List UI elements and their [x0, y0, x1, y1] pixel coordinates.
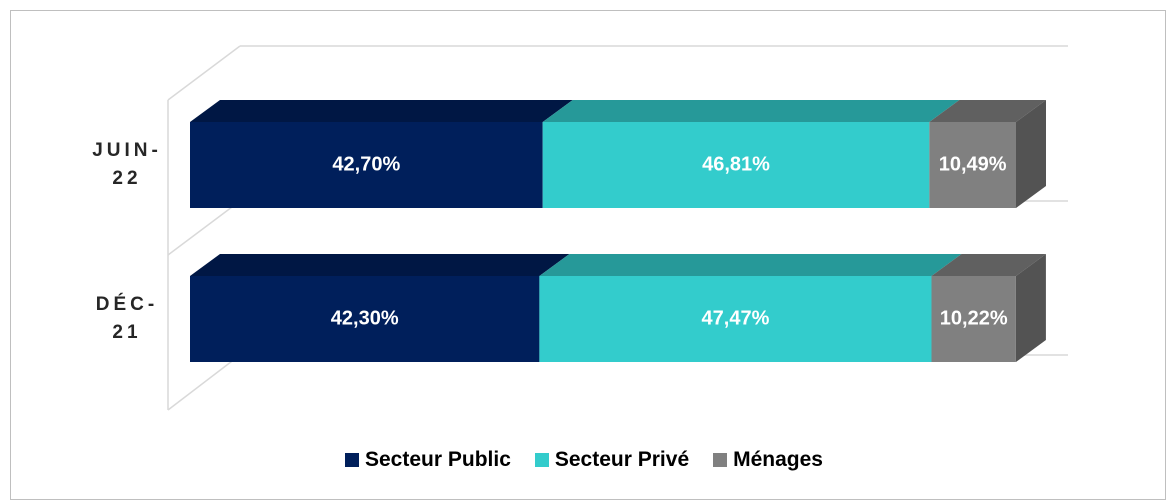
- bar-top: [539, 254, 962, 276]
- bar-top: [931, 254, 1046, 276]
- category-label: JUIN-22: [92, 140, 162, 189]
- bar-side: [1015, 254, 1046, 362]
- legend-item: Secteur Public: [344, 448, 511, 472]
- value-label: 10,22%: [940, 307, 1008, 329]
- value-label: 10,49%: [939, 153, 1007, 175]
- legend-item: Ménages: [713, 448, 823, 472]
- legend-swatch: [344, 453, 359, 467]
- value-label: 47,47%: [702, 307, 770, 329]
- bar: [929, 122, 1016, 208]
- value-label: 42,70%: [332, 153, 400, 175]
- value-label: 46,81%: [702, 153, 770, 175]
- legend-swatch: [534, 453, 549, 467]
- bar: [190, 276, 540, 362]
- bar: [542, 122, 930, 208]
- bar: [539, 276, 932, 362]
- legend-label: Ménages: [733, 448, 823, 471]
- legend: Secteur Public Secteur Privé Ménages: [0, 448, 1168, 472]
- back-wall: [167, 45, 1068, 411]
- value-label: 42,30%: [331, 307, 399, 329]
- bar-top: [190, 254, 570, 276]
- bar: [190, 122, 543, 208]
- legend-label: Secteur Privé: [554, 448, 690, 471]
- category-label: DÉC-21: [95, 294, 159, 343]
- bar-top: [190, 100, 573, 122]
- legend-label: Secteur Public: [364, 448, 511, 471]
- legend-item: Secteur Privé: [534, 448, 690, 472]
- bar-side: [1016, 100, 1046, 208]
- bar-top: [542, 100, 960, 122]
- legend-swatch: [713, 453, 728, 467]
- bar: [931, 276, 1016, 362]
- bar-top: [929, 100, 1046, 122]
